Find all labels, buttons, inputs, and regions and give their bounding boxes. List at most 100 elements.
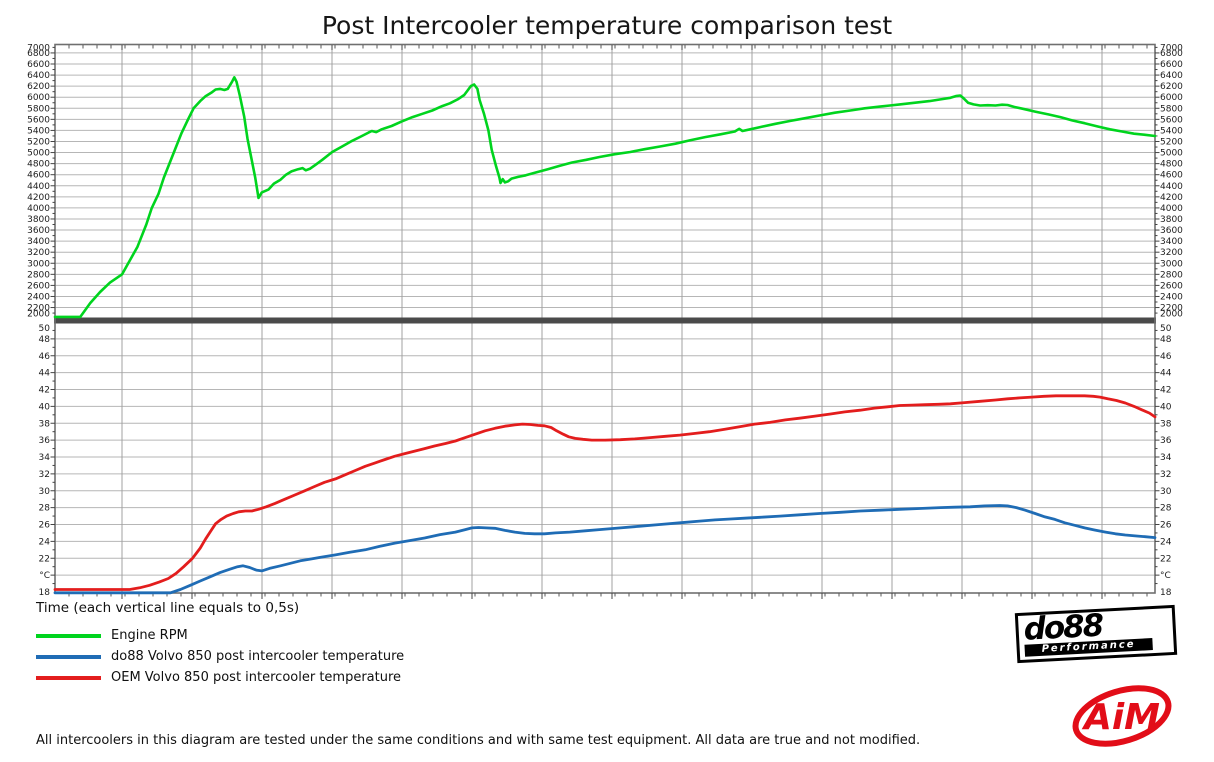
legend-item-do88-temperature: do88 Volvo 850 post intercooler temperat… [36, 646, 404, 667]
svg-text:7000: 7000 [27, 44, 50, 54]
svg-text:5600: 5600 [1160, 115, 1183, 125]
svg-text:4800: 4800 [27, 160, 50, 170]
svg-text:22: 22 [1160, 554, 1171, 564]
svg-text:36: 36 [39, 436, 51, 446]
svg-text:6400: 6400 [1160, 71, 1183, 81]
svg-text:3600: 3600 [27, 226, 50, 236]
footer-note: All intercoolers in this diagram are tes… [36, 733, 921, 748]
svg-text:34: 34 [1160, 453, 1172, 463]
svg-text:4800: 4800 [1160, 160, 1183, 170]
svg-text:36: 36 [1160, 436, 1172, 446]
svg-text:6600: 6600 [1160, 60, 1183, 70]
svg-text:46: 46 [39, 352, 51, 362]
svg-text:5200: 5200 [1160, 137, 1183, 147]
svg-text:6200: 6200 [1160, 82, 1183, 92]
svg-text:38: 38 [39, 419, 51, 429]
svg-text:6000: 6000 [27, 93, 50, 103]
svg-text:3200: 3200 [27, 248, 50, 258]
svg-text:2000: 2000 [27, 310, 50, 320]
legend: Engine RPM do88 Volvo 850 post intercool… [36, 625, 404, 688]
svg-text:4200: 4200 [1160, 193, 1183, 203]
svg-text:40: 40 [1160, 402, 1172, 412]
svg-text:4400: 4400 [27, 182, 50, 192]
svg-text:3000: 3000 [1160, 259, 1183, 269]
svg-text:5200: 5200 [27, 137, 50, 147]
svg-text:2200: 2200 [27, 304, 50, 314]
svg-text:44: 44 [1160, 369, 1172, 379]
svg-text:2600: 2600 [1160, 281, 1183, 291]
legend-item-oem-temperature: OEM Volvo 850 post intercooler temperatu… [36, 667, 404, 688]
aim-logo: AiM [1070, 680, 1174, 752]
svg-text:2000: 2000 [1160, 310, 1183, 320]
oem-line-swatch [36, 675, 101, 680]
svg-text:5000: 5000 [1160, 149, 1183, 159]
svg-text:28: 28 [1160, 504, 1172, 514]
svg-text:46: 46 [1160, 352, 1172, 362]
svg-text:3200: 3200 [1160, 248, 1183, 258]
svg-text:4200: 4200 [27, 193, 50, 203]
svg-text:5400: 5400 [27, 126, 50, 136]
svg-text:50: 50 [1160, 324, 1172, 334]
rpm-line-swatch [36, 633, 101, 638]
svg-text:34: 34 [39, 453, 51, 463]
aim-logo-ellipse [1072, 685, 1172, 747]
legend-label: do88 Volvo 850 post intercooler temperat… [111, 649, 405, 664]
svg-text:6000: 6000 [1160, 93, 1183, 103]
svg-text:6200: 6200 [27, 82, 50, 92]
svg-text:2800: 2800 [27, 270, 50, 280]
svg-text:38: 38 [1160, 419, 1172, 429]
svg-text:4600: 4600 [1160, 171, 1183, 181]
svg-text:°C: °C [39, 571, 50, 581]
svg-text:3000: 3000 [27, 259, 50, 269]
svg-text:3800: 3800 [1160, 215, 1183, 225]
svg-text:18: 18 [39, 588, 51, 598]
svg-text:2200: 2200 [1160, 304, 1183, 314]
svg-text:24: 24 [39, 537, 51, 547]
svg-text:5800: 5800 [1160, 104, 1183, 114]
legend-item-engine-rpm: Engine RPM [36, 625, 404, 646]
aim-logo-text: AiM [1081, 697, 1160, 738]
svg-text:5400: 5400 [1160, 126, 1183, 136]
svg-text:4400: 4400 [1160, 182, 1183, 192]
svg-text:30: 30 [39, 487, 51, 497]
svg-text:°C: °C [1160, 571, 1171, 581]
svg-text:26: 26 [1160, 521, 1172, 531]
svg-text:30: 30 [1160, 487, 1172, 497]
time-axis-label: Time (each vertical line equals to 0,5s) [36, 600, 300, 616]
legend-label: OEM Volvo 850 post intercooler temperatu… [111, 670, 402, 685]
svg-text:4000: 4000 [27, 204, 50, 214]
svg-text:4600: 4600 [27, 171, 50, 181]
svg-text:2800: 2800 [1160, 270, 1183, 280]
aim-logo-graphic: AiM [1072, 685, 1172, 747]
svg-text:48: 48 [39, 335, 51, 345]
svg-text:5000: 5000 [27, 149, 50, 159]
svg-text:2400: 2400 [27, 292, 50, 302]
svg-text:3800: 3800 [27, 215, 50, 225]
svg-text:28: 28 [39, 504, 51, 514]
svg-text:6600: 6600 [27, 60, 50, 70]
svg-text:40: 40 [39, 402, 51, 412]
svg-text:50: 50 [39, 324, 51, 334]
svg-text:42: 42 [1160, 386, 1171, 396]
svg-text:24: 24 [1160, 537, 1172, 547]
rpm-temperature-chart: 2000 2000 2200 2200 2400 2400 2600 2600 2800 2800… [27, 44, 1183, 599]
svg-text:3400: 3400 [27, 237, 50, 247]
svg-text:32: 32 [39, 470, 50, 480]
svg-text:4000: 4000 [1160, 204, 1183, 214]
svg-text:26: 26 [39, 521, 51, 531]
do88-logo: do88 Performance [1014, 604, 1178, 664]
chart-title: Post Intercooler temperature comparison … [321, 11, 893, 40]
svg-text:3600: 3600 [1160, 226, 1183, 236]
svg-text:44: 44 [39, 369, 51, 379]
svg-text:7000: 7000 [1160, 44, 1183, 54]
svg-text:42: 42 [39, 386, 50, 396]
svg-text:6400: 6400 [27, 71, 50, 81]
svg-text:22: 22 [39, 554, 50, 564]
svg-text:5800: 5800 [27, 104, 50, 114]
svg-text:18: 18 [1160, 588, 1172, 598]
svg-text:2400: 2400 [1160, 292, 1183, 302]
svg-text:3400: 3400 [1160, 237, 1183, 247]
svg-text:6800: 6800 [27, 49, 50, 59]
do88-line-swatch [36, 654, 101, 659]
